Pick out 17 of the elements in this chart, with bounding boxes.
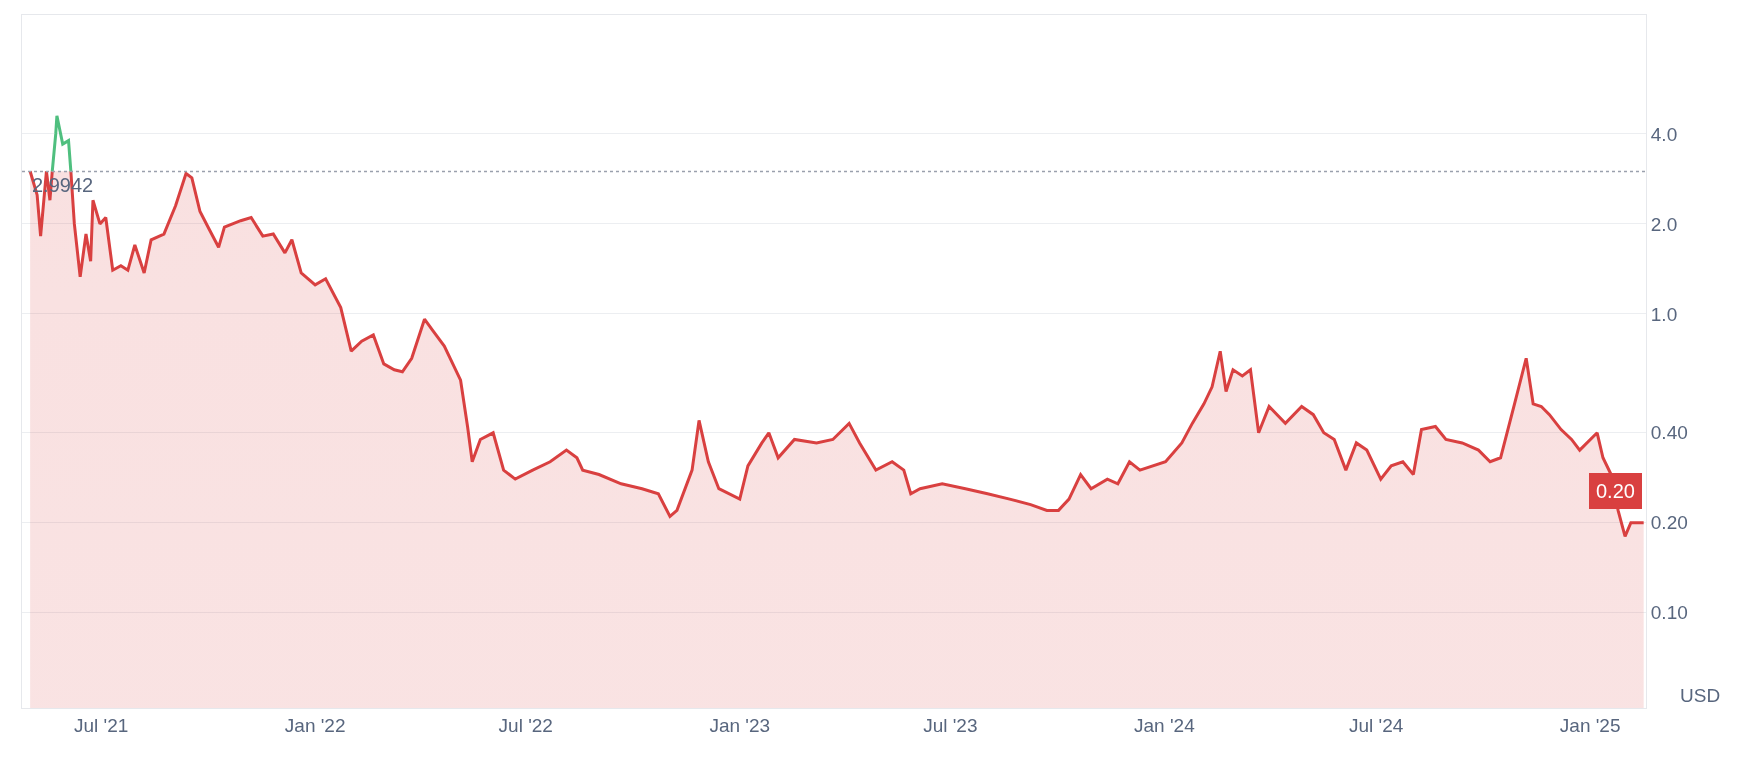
x-tick-label: Jul '24 [1348, 714, 1404, 736]
x-tick-label: Jan '23 [709, 714, 771, 736]
y-tick-label: 2.0 [1650, 213, 1678, 235]
x-tick-label: Jul '23 [923, 714, 978, 736]
x-tick-label: Jan '22 [284, 714, 346, 736]
x-tick-label: Jul '22 [498, 714, 553, 736]
y-tick-label: 0.10 [1650, 602, 1688, 624]
y-tick-label: 0.20 [1650, 512, 1688, 534]
y-tick-label: 1.0 [1650, 303, 1678, 325]
x-tick-label: Jul '21 [73, 714, 129, 736]
y-axis-title: USD [1680, 685, 1721, 706]
x-tick-label: Jan '25 [1559, 714, 1621, 736]
y-tick-label: 4.0 [1650, 123, 1678, 145]
line-series [50, 114, 73, 173]
x-tick-label: Jan '24 [1134, 714, 1196, 736]
annotation: 0.20 [1596, 480, 1635, 502]
y-tick-label: 0.40 [1650, 422, 1688, 444]
